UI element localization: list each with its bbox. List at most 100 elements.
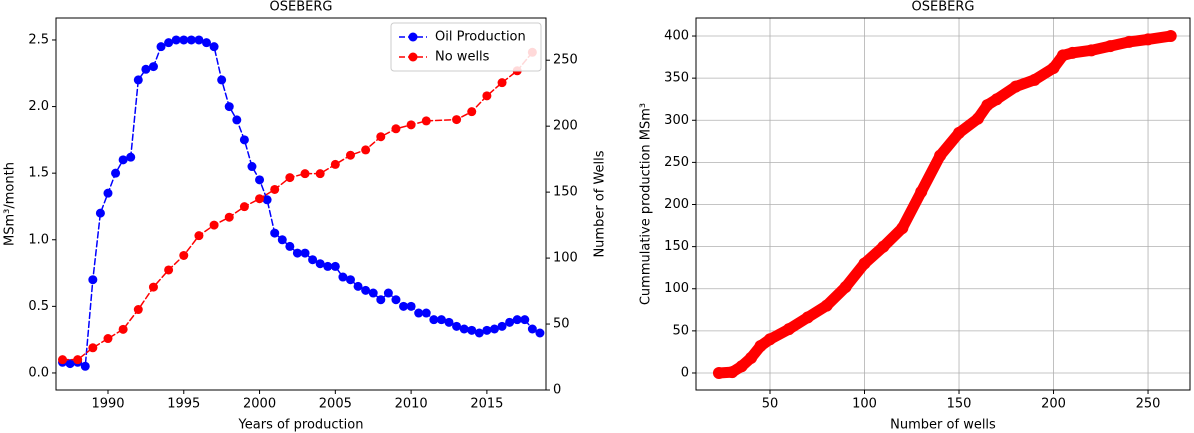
y-tick-label: 1.0 bbox=[28, 232, 49, 247]
data-point bbox=[148, 62, 158, 72]
data-point bbox=[285, 241, 295, 251]
y-tick-label: 2.0 bbox=[28, 99, 49, 114]
y2-tick-label: 250 bbox=[553, 53, 578, 68]
data-point bbox=[383, 288, 393, 298]
data-point bbox=[156, 42, 166, 52]
x-axis-label: Number of wells bbox=[890, 418, 996, 433]
data-point bbox=[1104, 40, 1117, 53]
data-point bbox=[429, 315, 439, 325]
data-point bbox=[194, 231, 204, 241]
legend-marker bbox=[408, 32, 418, 42]
data-point bbox=[88, 275, 98, 285]
data-point bbox=[111, 168, 121, 178]
series-line bbox=[61, 51, 534, 361]
data-point bbox=[745, 351, 758, 364]
data-point bbox=[414, 308, 424, 318]
data-point bbox=[376, 295, 386, 305]
y2-axis-label: Number of Wells bbox=[593, 150, 608, 257]
data-point bbox=[474, 328, 484, 338]
x-tick-label: 100 bbox=[852, 397, 877, 412]
data-point bbox=[421, 116, 431, 126]
axes-frame bbox=[55, 17, 547, 391]
y-axis-label: MSm³/month bbox=[3, 162, 18, 246]
data-point bbox=[497, 78, 507, 88]
data-point bbox=[482, 325, 492, 335]
data-point bbox=[118, 155, 128, 165]
data-point bbox=[406, 301, 416, 311]
data-point bbox=[330, 261, 340, 271]
series-line bbox=[61, 39, 541, 368]
data-point bbox=[782, 323, 795, 336]
data-point bbox=[300, 169, 310, 179]
data-point bbox=[971, 112, 984, 125]
data-point bbox=[141, 64, 151, 74]
data-point bbox=[171, 35, 181, 45]
data-point bbox=[179, 250, 189, 260]
data-point bbox=[1028, 73, 1041, 86]
data-point bbox=[391, 295, 401, 305]
data-point bbox=[399, 301, 409, 311]
legend-label: Oil Production bbox=[435, 30, 526, 45]
plot-area bbox=[712, 30, 1177, 379]
data-point bbox=[80, 361, 90, 371]
axes-frame bbox=[695, 17, 1191, 391]
data-point bbox=[482, 91, 492, 101]
data-point bbox=[308, 255, 318, 265]
data-point bbox=[103, 188, 113, 198]
data-point bbox=[754, 340, 767, 353]
data-point bbox=[270, 228, 280, 238]
y-tick-label: 0.0 bbox=[28, 365, 49, 380]
data-point bbox=[345, 150, 355, 160]
data-point bbox=[1066, 46, 1079, 59]
data-point bbox=[953, 126, 966, 139]
data-point bbox=[981, 99, 994, 112]
data-point bbox=[239, 202, 249, 212]
data-point bbox=[217, 75, 227, 85]
data-point bbox=[126, 152, 136, 162]
data-point bbox=[764, 333, 777, 346]
data-point bbox=[262, 195, 272, 205]
data-point bbox=[58, 355, 68, 365]
data-point bbox=[1123, 35, 1136, 48]
data-point bbox=[820, 299, 833, 312]
data-point bbox=[255, 175, 265, 185]
data-point bbox=[452, 321, 462, 331]
y-tick-label: 2.5 bbox=[28, 32, 49, 47]
data-point bbox=[376, 132, 386, 142]
data-point bbox=[801, 311, 814, 324]
x-tick-label: 150 bbox=[947, 397, 972, 412]
data-point bbox=[896, 222, 909, 235]
data-point bbox=[1056, 49, 1069, 62]
data-point bbox=[73, 355, 83, 365]
data-point bbox=[361, 145, 371, 155]
data-point bbox=[712, 366, 725, 379]
data-point bbox=[247, 162, 257, 172]
data-point bbox=[1142, 33, 1155, 46]
y-tick-label: 250 bbox=[664, 155, 689, 170]
data-point bbox=[330, 159, 340, 169]
x-axis-label: Years of production bbox=[238, 418, 364, 433]
y2-tick-label: 50 bbox=[553, 317, 570, 332]
data-point bbox=[1009, 80, 1022, 93]
data-point bbox=[285, 173, 295, 183]
y-tick-label: 0 bbox=[681, 365, 689, 380]
data-point bbox=[224, 212, 234, 222]
data-point bbox=[391, 124, 401, 134]
data-point bbox=[436, 315, 446, 325]
legend-box bbox=[390, 22, 542, 72]
data-point bbox=[406, 120, 416, 130]
data-point bbox=[345, 275, 355, 285]
data-point bbox=[65, 359, 75, 369]
data-point bbox=[164, 265, 174, 275]
x-tick-label: 200 bbox=[1041, 397, 1066, 412]
data-point bbox=[315, 169, 325, 179]
y-tick-label: 50 bbox=[672, 323, 689, 338]
legend-marker bbox=[408, 52, 418, 62]
y-tick-label: 200 bbox=[664, 197, 689, 212]
data-point bbox=[858, 257, 871, 270]
data-point bbox=[133, 75, 143, 85]
data-point bbox=[467, 325, 477, 335]
data-point bbox=[292, 248, 302, 258]
data-point bbox=[489, 324, 499, 334]
